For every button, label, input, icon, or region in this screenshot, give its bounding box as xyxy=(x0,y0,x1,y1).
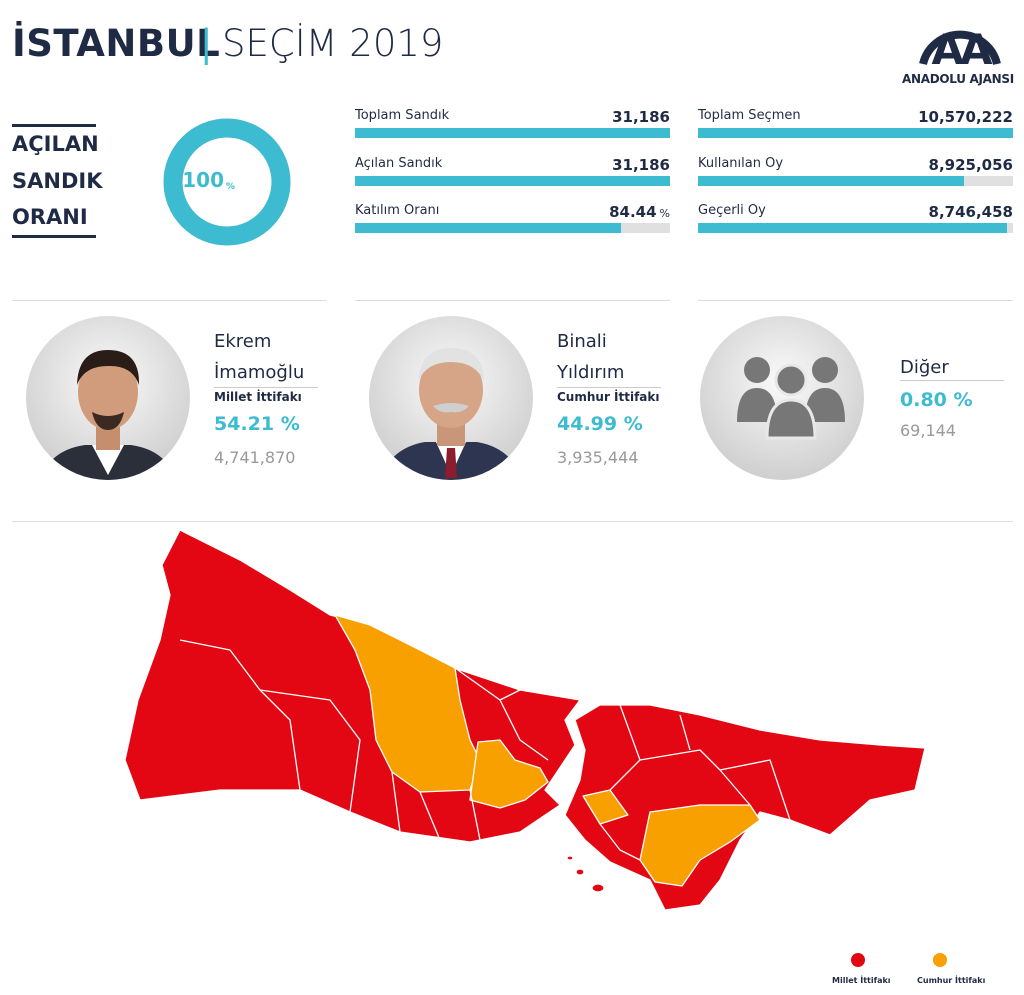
rule xyxy=(355,300,670,301)
legend-swatch xyxy=(933,953,947,967)
stat-value: 8,925,056 xyxy=(798,156,1013,174)
map-region xyxy=(582,789,629,825)
donut-arc xyxy=(163,118,291,246)
map xyxy=(124,529,947,967)
photo-frame xyxy=(700,316,864,480)
legend-swatch xyxy=(851,953,865,967)
opened-label: SANDIK xyxy=(12,169,103,193)
opened-label: AÇILAN xyxy=(12,132,99,156)
donut-unit: % xyxy=(226,182,235,192)
title-separator: | xyxy=(200,22,213,65)
candidate-alliance: Millet İttifakı xyxy=(214,387,318,404)
candidate-name: İmamoğlu xyxy=(214,362,305,383)
rule xyxy=(12,124,96,127)
stat-bar xyxy=(355,223,621,233)
title: İSTANBUL xyxy=(12,22,221,65)
stat-value: 84.44 xyxy=(609,203,657,221)
rule xyxy=(12,521,1013,522)
stat-value: 84.44% xyxy=(455,203,670,221)
map-region xyxy=(639,804,761,887)
candidate-name: Ekrem xyxy=(214,331,272,352)
logo: AA xyxy=(919,25,1001,72)
stat-label: Geçerli Oy xyxy=(698,203,766,218)
stat-value: 31,186 xyxy=(455,108,670,126)
logo-mark: AA xyxy=(931,25,993,72)
logo-arc xyxy=(919,30,1001,66)
rule xyxy=(12,235,96,238)
candidate-name: Yıldırım xyxy=(557,362,625,383)
stat-label: Açılan Sandık xyxy=(355,155,443,171)
candidate-name: Diğer xyxy=(900,357,1004,381)
opened-label: ORANI xyxy=(12,205,88,229)
candidate-votes: 4,741,870 xyxy=(214,448,296,467)
stat-value: 31,186 xyxy=(612,155,670,174)
photo xyxy=(380,348,522,480)
photo xyxy=(40,350,176,480)
candidate-votes: 3,935,444 xyxy=(557,448,639,467)
candidate-percent: 44.99 % xyxy=(557,413,643,435)
stat-bar xyxy=(355,128,670,138)
district-borders xyxy=(179,639,791,861)
stat-unit: % xyxy=(659,207,670,220)
rule xyxy=(698,300,1013,301)
candidate-name: Binali xyxy=(557,331,607,352)
map-region xyxy=(469,739,549,809)
stat-value: 10,570,222 xyxy=(798,108,1013,126)
islands xyxy=(566,855,605,893)
subtitle: SEÇİM 2019 xyxy=(222,22,444,65)
candidate-percent: 54.21 % xyxy=(214,413,300,435)
donut: 100 % xyxy=(163,118,291,246)
stat-value: 10,570,222 xyxy=(918,108,1013,126)
legend-label: Cumhur İttifakı xyxy=(917,976,986,985)
stat-value: 8,746,458 xyxy=(928,203,1013,221)
stat-label: Toplam Seçmen xyxy=(698,108,801,123)
stat-bar xyxy=(698,128,1013,138)
stat-bar xyxy=(698,223,1007,233)
candidate-photos xyxy=(26,316,864,480)
people-icon xyxy=(737,357,845,440)
logo-name: ANADOLU AJANSI xyxy=(902,72,1014,86)
stat-label: Toplam Sandık xyxy=(355,108,450,123)
stat-value: 31,186 xyxy=(612,108,670,126)
stat-label: Katılım Oranı xyxy=(355,203,440,218)
stat-bar xyxy=(698,175,964,186)
legend-label: Millet İttifakı xyxy=(832,976,891,985)
candidate-percent: 0.80 % xyxy=(900,389,973,411)
rule xyxy=(12,300,327,301)
stat-bar xyxy=(355,175,670,186)
candidate-alliance: Cumhur İttifakı xyxy=(557,387,661,404)
stat-label: Kullanılan Oy xyxy=(698,155,784,171)
candidate-votes: 69,144 xyxy=(900,421,956,440)
stat-value: 31,186 xyxy=(455,156,670,174)
stat-value: 8,925,056 xyxy=(928,155,1013,174)
donut-value: 100 xyxy=(182,168,224,192)
stat-value: 8,746,458 xyxy=(798,203,1013,221)
